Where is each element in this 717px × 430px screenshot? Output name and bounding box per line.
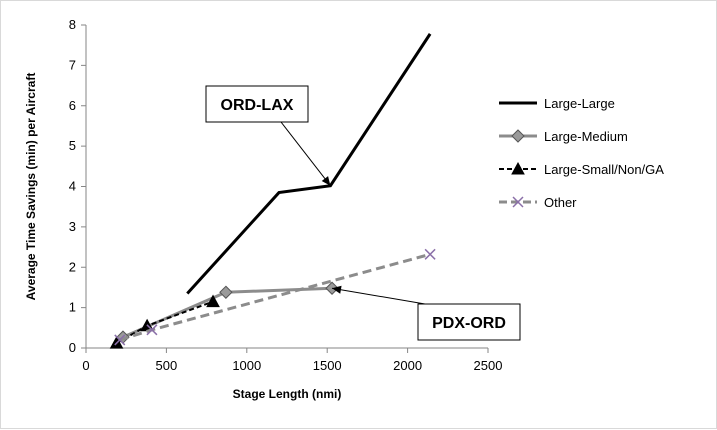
diamond-marker <box>220 286 232 298</box>
triangle-marker <box>512 163 524 174</box>
legend: Large-Large Large-Medium Large-Small/Non/G… <box>499 96 664 210</box>
callout-label: ORD-LAX <box>221 97 294 114</box>
callout-label: PDX-ORD <box>432 315 506 332</box>
series-line <box>187 34 430 294</box>
x-tick-label: 2500 <box>474 358 503 373</box>
y-tick-label: 2 <box>69 259 76 274</box>
callout-arrow <box>332 288 425 304</box>
callout-arrowhead <box>322 176 331 186</box>
y-tick-label: 0 <box>69 340 76 355</box>
annotation-layer: ORD-LAX PDX-ORD <box>206 86 520 340</box>
y-tick-label: 5 <box>69 138 76 153</box>
x-tick-label: 0 <box>82 358 89 373</box>
legend-item-3: Large-Small/Non/GA <box>499 162 664 177</box>
y-tick-label: 3 <box>69 219 76 234</box>
y-tick-label: 8 <box>69 17 76 32</box>
diamond-marker <box>512 130 524 142</box>
legend-label: Large-Small/Non/GA <box>544 162 664 177</box>
y-tick-label: 1 <box>69 300 76 315</box>
y-axis-title: Average Time Savings (min) per Aircraft <box>24 73 38 301</box>
legend-item-2: Large-Medium <box>499 129 628 144</box>
legend-item-4: Other <box>499 195 577 210</box>
x-tick-label: 1000 <box>232 358 261 373</box>
y-tick-label: 4 <box>69 179 76 194</box>
legend-item-1: Large-Large <box>499 96 615 111</box>
x-tick-label: 2000 <box>393 358 422 373</box>
legend-label: Large-Large <box>544 96 615 111</box>
x-tick-label: 1500 <box>313 358 342 373</box>
x-tick-label: 500 <box>156 358 178 373</box>
legend-label: Other <box>544 195 577 210</box>
series-line <box>117 302 213 344</box>
series-2 <box>117 282 338 343</box>
callout-1: ORD-LAX <box>206 86 330 186</box>
series-1 <box>187 34 430 294</box>
series-layer <box>111 34 436 348</box>
legend-label: Large-Medium <box>544 129 628 144</box>
callout-2: PDX-ORD <box>332 286 520 340</box>
callout-arrow <box>281 122 330 186</box>
y-tick-label: 6 <box>69 98 76 113</box>
x-axis-title: Stage Length (nmi) <box>233 387 342 401</box>
y-tick-label: 7 <box>69 57 76 72</box>
